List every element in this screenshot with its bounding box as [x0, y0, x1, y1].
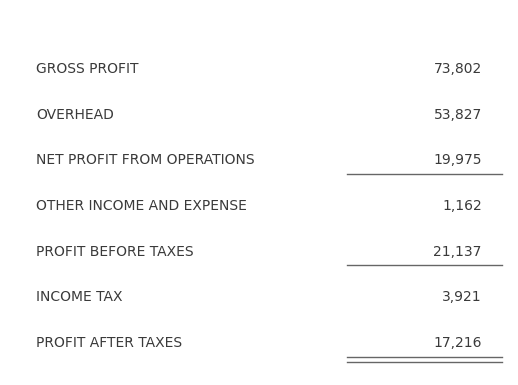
Text: 73,802: 73,802	[434, 62, 482, 76]
Text: 21,137: 21,137	[434, 244, 482, 259]
Text: 3,921: 3,921	[442, 290, 482, 304]
Text: GROSS PROFIT: GROSS PROFIT	[36, 62, 139, 76]
Text: NET PROFIT FROM OPERATIONS: NET PROFIT FROM OPERATIONS	[36, 153, 255, 167]
Text: 1,162: 1,162	[442, 199, 482, 213]
Text: 17,216: 17,216	[433, 336, 482, 350]
Text: PROFIT AFTER TAXES: PROFIT AFTER TAXES	[36, 336, 182, 350]
Text: PROFIT BEFORE TAXES: PROFIT BEFORE TAXES	[36, 244, 194, 259]
Text: 53,827: 53,827	[434, 108, 482, 122]
Text: OTHER INCOME AND EXPENSE: OTHER INCOME AND EXPENSE	[36, 199, 247, 213]
Text: INCOME TAX: INCOME TAX	[36, 290, 123, 304]
Text: 19,975: 19,975	[433, 153, 482, 167]
Text: OVERHEAD: OVERHEAD	[36, 108, 114, 122]
